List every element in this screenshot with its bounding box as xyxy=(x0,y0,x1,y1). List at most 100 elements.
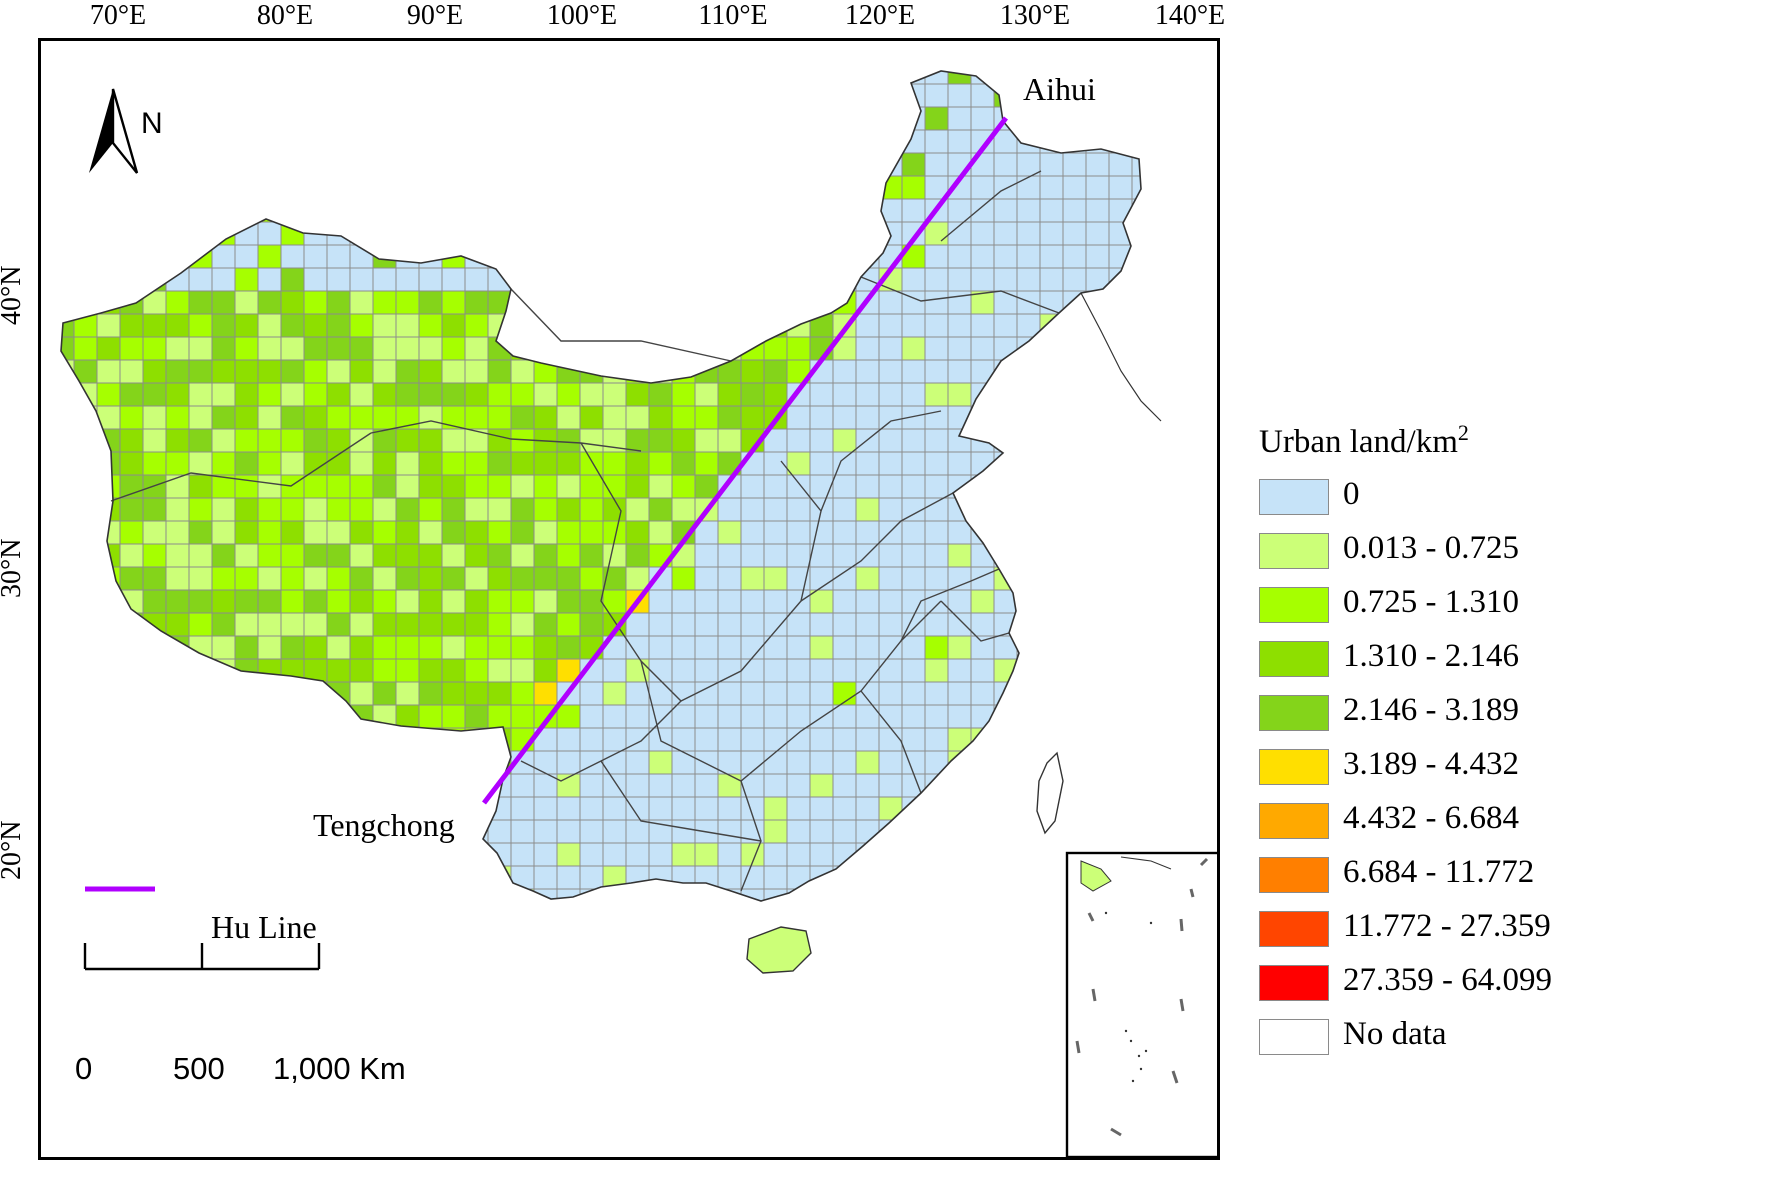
place-label-aihui: Aihui xyxy=(1023,71,1096,107)
grid-cell xyxy=(419,153,442,176)
grid-cell xyxy=(695,774,718,797)
grid-cell xyxy=(419,429,442,452)
grid-cell xyxy=(1017,498,1040,521)
lon-label-90e: 90°E xyxy=(406,0,464,31)
legend-swatch xyxy=(1259,695,1329,731)
grid-cell xyxy=(97,498,120,521)
grid-cell xyxy=(465,176,488,199)
grid-cell xyxy=(281,268,304,291)
grid-cell xyxy=(1040,705,1063,728)
grid-cell xyxy=(649,613,672,636)
grid-cell xyxy=(1109,337,1132,360)
grid-cell xyxy=(810,521,833,544)
grid-cell xyxy=(327,544,350,567)
grid-cell xyxy=(649,268,672,291)
grid-cell xyxy=(61,843,74,866)
grid-cell xyxy=(120,337,143,360)
grid-cell xyxy=(419,406,442,429)
grid-cell xyxy=(442,498,465,521)
grid-cell xyxy=(557,383,580,406)
grid-cell xyxy=(672,383,695,406)
grid-cell xyxy=(856,544,879,567)
grid-cell xyxy=(488,728,511,751)
grid-cell xyxy=(189,774,212,797)
grid-cell xyxy=(810,153,833,176)
grid-cell xyxy=(925,452,948,475)
grid-cell xyxy=(695,751,718,774)
grid-cell xyxy=(1063,176,1086,199)
grid-cell xyxy=(557,843,580,866)
grid-cell xyxy=(258,613,281,636)
grid-cell xyxy=(557,636,580,659)
grid-cell xyxy=(534,820,557,843)
grid-cell xyxy=(1063,705,1086,728)
grid-cell xyxy=(120,360,143,383)
grid-cell xyxy=(350,337,373,360)
grid-cell xyxy=(350,107,373,130)
grid-cell xyxy=(534,130,557,153)
grid-cell xyxy=(1017,705,1040,728)
grid-cell xyxy=(1132,797,1141,820)
grid-cell xyxy=(304,636,327,659)
grid-cell xyxy=(649,636,672,659)
grid-cell xyxy=(61,820,74,843)
grid-cell xyxy=(741,360,764,383)
grid-cell xyxy=(327,590,350,613)
grid-cell xyxy=(396,337,419,360)
grid-cell xyxy=(856,406,879,429)
grid-cell xyxy=(1063,475,1086,498)
scale-tick-1000: 1,000 Km xyxy=(273,1051,406,1086)
grid-cell xyxy=(971,659,994,682)
grid-cell xyxy=(1132,360,1141,383)
grid-cell xyxy=(626,429,649,452)
grid-cell xyxy=(948,199,971,222)
grid-cell xyxy=(74,222,97,245)
grid-cell xyxy=(281,544,304,567)
grid-cell xyxy=(61,751,74,774)
grid-cell xyxy=(902,636,925,659)
grid-cell xyxy=(534,84,557,107)
grid-cell xyxy=(396,682,419,705)
grid-cell xyxy=(281,590,304,613)
grid-cell xyxy=(764,521,787,544)
grid-cell xyxy=(511,843,534,866)
grid-cell xyxy=(1063,774,1086,797)
grid-cell xyxy=(97,222,120,245)
grid-cell xyxy=(235,383,258,406)
grid-cell xyxy=(580,682,603,705)
grid-cell xyxy=(649,337,672,360)
grid-cell xyxy=(626,291,649,314)
grid-cell xyxy=(557,176,580,199)
grid-cell xyxy=(373,71,396,84)
grid-cell xyxy=(1040,912,1063,935)
grid-cell xyxy=(97,245,120,268)
grid-cell xyxy=(1017,567,1040,590)
grid-cell xyxy=(1132,337,1141,360)
grid-cell xyxy=(189,337,212,360)
grid-cell xyxy=(74,889,97,901)
lon-label-70e: 70°E xyxy=(89,0,147,31)
grid-cell xyxy=(695,659,718,682)
legend-item: 4.432 - 6.684 xyxy=(1255,799,1765,853)
legend-item: No data xyxy=(1255,1015,1765,1069)
grid-cell xyxy=(120,452,143,475)
grid-cell xyxy=(1063,222,1086,245)
grid-cell xyxy=(373,613,396,636)
grid-cell xyxy=(902,291,925,314)
grid-cell xyxy=(258,774,281,797)
grid-cell xyxy=(120,682,143,705)
grid-cell xyxy=(764,728,787,751)
grid-cell xyxy=(235,613,258,636)
grid-cell xyxy=(833,222,856,245)
grid-cell xyxy=(419,774,442,797)
grid-cell xyxy=(97,751,120,774)
grid-cell xyxy=(833,636,856,659)
grid-cell xyxy=(419,728,442,751)
grid-cell xyxy=(419,176,442,199)
north-arrow-label: N xyxy=(141,107,163,140)
grid-cell xyxy=(511,659,534,682)
grid-cell xyxy=(212,314,235,337)
grid-cell xyxy=(879,71,902,84)
grid-cell xyxy=(1063,544,1086,567)
grid-cell xyxy=(442,613,465,636)
